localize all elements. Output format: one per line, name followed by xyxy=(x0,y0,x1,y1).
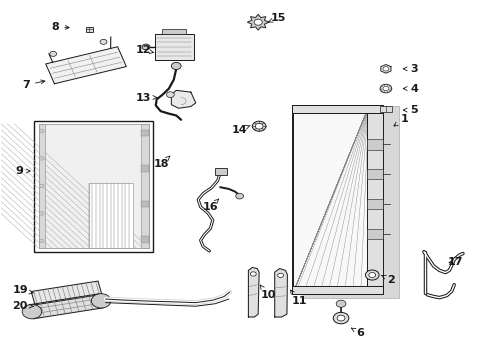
Bar xyxy=(293,106,368,293)
Bar xyxy=(302,106,398,298)
Circle shape xyxy=(250,272,256,276)
Polygon shape xyxy=(274,269,287,317)
Bar xyxy=(366,105,382,294)
Bar xyxy=(85,27,93,32)
Circle shape xyxy=(235,193,243,199)
Circle shape xyxy=(254,19,262,25)
Bar xyxy=(141,130,149,136)
Bar xyxy=(366,229,382,239)
Text: 6: 6 xyxy=(350,328,364,338)
Circle shape xyxy=(277,273,283,278)
Text: 8: 8 xyxy=(51,22,69,32)
Text: 15: 15 xyxy=(267,13,286,23)
Circle shape xyxy=(368,273,375,278)
Text: 12: 12 xyxy=(135,45,153,55)
Bar xyxy=(291,286,382,294)
Polygon shape xyxy=(247,14,268,30)
Text: 5: 5 xyxy=(403,105,417,115)
Bar xyxy=(141,201,149,207)
Circle shape xyxy=(50,51,57,57)
Text: 19: 19 xyxy=(12,285,34,296)
Circle shape xyxy=(39,129,44,133)
Circle shape xyxy=(91,294,111,308)
Circle shape xyxy=(22,305,41,319)
Circle shape xyxy=(39,184,44,188)
Circle shape xyxy=(382,67,388,71)
Text: 10: 10 xyxy=(260,285,275,301)
Bar xyxy=(155,34,193,60)
Polygon shape xyxy=(380,64,390,73)
Circle shape xyxy=(379,84,391,93)
Text: 16: 16 xyxy=(202,199,218,212)
Bar xyxy=(88,184,133,248)
Circle shape xyxy=(336,315,344,321)
Text: 7: 7 xyxy=(22,80,45,90)
Circle shape xyxy=(332,312,348,324)
Text: 17: 17 xyxy=(447,257,462,267)
Circle shape xyxy=(142,44,150,50)
Circle shape xyxy=(365,270,378,280)
Text: 18: 18 xyxy=(154,156,170,169)
Polygon shape xyxy=(248,267,259,317)
Text: 11: 11 xyxy=(290,290,306,306)
Bar xyxy=(366,199,382,209)
Bar xyxy=(366,139,382,149)
Polygon shape xyxy=(45,47,126,84)
Bar xyxy=(39,124,44,248)
Circle shape xyxy=(255,123,263,129)
Bar xyxy=(379,106,391,112)
Circle shape xyxy=(382,86,388,91)
Text: 20: 20 xyxy=(13,301,33,311)
Bar xyxy=(215,168,227,175)
Polygon shape xyxy=(171,90,195,108)
Bar xyxy=(291,105,382,113)
Circle shape xyxy=(252,121,265,131)
Text: 4: 4 xyxy=(403,84,417,94)
Text: 2: 2 xyxy=(381,275,394,285)
Circle shape xyxy=(39,239,44,243)
Circle shape xyxy=(166,92,174,98)
Bar xyxy=(34,121,153,252)
Circle shape xyxy=(39,157,44,160)
Bar xyxy=(141,165,149,172)
Polygon shape xyxy=(30,294,103,319)
Bar xyxy=(39,124,149,248)
Text: 9: 9 xyxy=(15,166,30,176)
Bar xyxy=(141,236,149,243)
Text: 3: 3 xyxy=(403,64,417,74)
Bar xyxy=(366,169,382,179)
Circle shape xyxy=(171,62,181,69)
Polygon shape xyxy=(31,281,102,305)
Bar xyxy=(291,105,381,294)
Bar xyxy=(141,124,149,248)
Circle shape xyxy=(335,300,345,307)
Bar xyxy=(162,29,186,34)
Text: 1: 1 xyxy=(393,114,407,126)
Text: 13: 13 xyxy=(135,93,157,103)
Circle shape xyxy=(39,212,44,215)
Circle shape xyxy=(100,39,107,44)
Text: 14: 14 xyxy=(231,125,250,135)
